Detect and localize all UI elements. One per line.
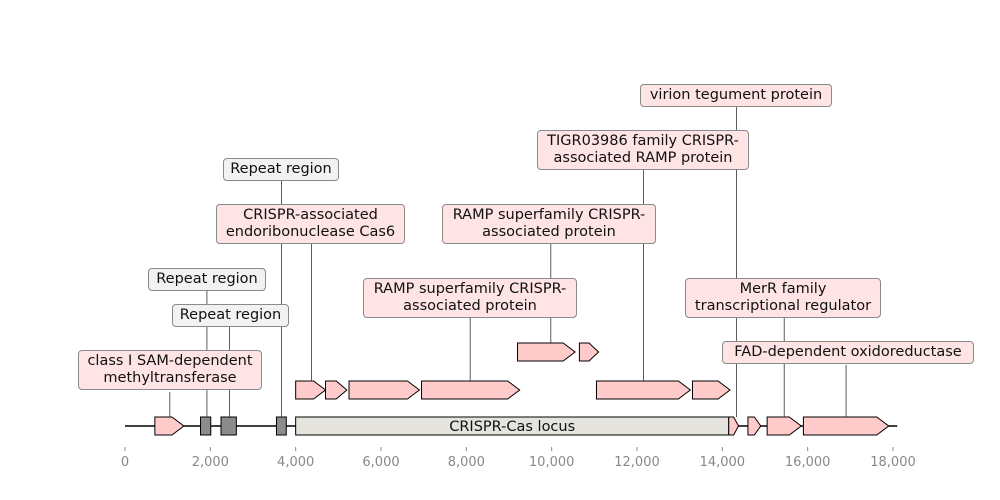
label-ramp-superfamily-1: RAMP superfamily CRISPR- associated prot…	[363, 278, 577, 318]
axis-tick-label-4: 8,000	[448, 455, 485, 470]
label-cas6-endoribonuclease: CRISPR-associated endoribonuclease Cas6	[216, 204, 405, 244]
gene-feature-14	[517, 342, 576, 362]
label-fad-oxidoreductase: FAD-dependent oxidoreductase	[722, 341, 974, 364]
axis-tick-label-6: 12,000	[614, 455, 660, 470]
gene-feature-6	[766, 416, 803, 436]
gene-feature-15	[578, 342, 600, 362]
gene-feature-4	[728, 416, 740, 436]
gene-feature-11	[421, 380, 521, 400]
label-class-i-sam-methyltransferase: class I SAM-dependent methyltransferase	[78, 350, 262, 390]
gene-feature-10	[348, 380, 421, 400]
repeat-feature-2	[220, 416, 237, 436]
axis-tick-label-8: 16,000	[785, 455, 831, 470]
label-repeat-region-2: Repeat region	[172, 304, 289, 327]
label-repeat-region-3: Repeat region	[223, 158, 339, 181]
gene-feature-5	[747, 416, 762, 436]
axis-tick-label-3: 6,000	[362, 455, 399, 470]
axis-tick-label-9: 18,000	[870, 455, 916, 470]
label-virion-tegument-protein: virion tegument protein	[640, 84, 832, 107]
label-merr-regulator: MerR family transcriptional regulator	[685, 278, 881, 318]
gene-feature-9	[325, 380, 348, 400]
gene-feature-12	[595, 380, 692, 400]
axis-tick-label-1: 2,000	[192, 455, 229, 470]
axis-tick-label-5: 10,000	[529, 455, 575, 470]
axis-tick-label-2: 4,000	[277, 455, 314, 470]
gene-feature-0	[154, 416, 185, 436]
label-tigr03986-ramp: TIGR03986 family CRISPR- associated RAMP…	[537, 130, 749, 170]
label-repeat-region-1: Repeat region	[148, 268, 266, 291]
crispr-cas-locus-label: CRISPR-Cas locus	[449, 419, 575, 435]
axis-tick-label-7: 14,000	[700, 455, 746, 470]
repeat-feature-1	[200, 416, 212, 436]
gene-feature-8	[295, 380, 327, 400]
axis-tick-label-0: 0	[121, 455, 129, 470]
gene-feature-7	[802, 416, 890, 436]
repeat-feature-3	[275, 416, 287, 436]
label-ramp-superfamily-2: RAMP superfamily CRISPR- associated prot…	[442, 204, 656, 244]
gene-feature-13	[691, 380, 731, 400]
